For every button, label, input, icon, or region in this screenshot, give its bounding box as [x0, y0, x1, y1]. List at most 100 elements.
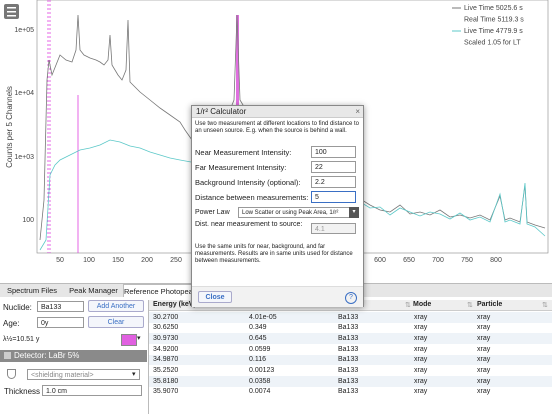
column-header[interactable]: Particle: [477, 301, 503, 308]
photopeak-table: Energy (keV) ⇅ Mode ⇅ Particle ⇅ 30.2700 4.01e-…: [148, 300, 552, 414]
tab[interactable]: Spectrum Files: [6, 286, 57, 295]
table-cell: 35.9070: [153, 388, 179, 396]
menu-icon[interactable]: [4, 4, 19, 19]
field-label: Far Measurement Intensity:: [195, 163, 287, 172]
table-cell: 0.00123: [249, 367, 275, 374]
dialog-close-x[interactable]: ×: [355, 107, 360, 116]
x-tick-label: 100: [83, 257, 95, 264]
shield-icon: [7, 369, 16, 379]
y-axis-label: Counts per 5 Channels: [5, 86, 14, 168]
nuclide-input[interactable]: Ba133: [37, 301, 84, 312]
table-cell: 35.8180: [153, 377, 179, 385]
detector-icon: [4, 352, 11, 359]
inverse-square-dialog: 1/r² Calculator × Use two measurement at…: [191, 105, 364, 307]
column-header[interactable]: Energy (keV): [153, 301, 196, 308]
thickness-label: Thickness: [4, 387, 41, 396]
table-cell: xray: [414, 324, 428, 332]
table-cell: xray: [477, 388, 491, 396]
table-cell: 0.116: [249, 356, 266, 364]
table-cell: xray: [477, 356, 491, 364]
table-row[interactable]: [149, 354, 552, 366]
x-tick-label: 700: [432, 257, 444, 264]
close-button[interactable]: Close: [198, 291, 232, 303]
table-row[interactable]: [149, 365, 552, 377]
nuclide-label: Nuclide:: [3, 303, 32, 312]
dialog-note: Use the same units for near, background,…: [195, 244, 353, 264]
color-dropdown[interactable]: ▾: [137, 335, 141, 342]
field-input[interactable]: 5: [311, 191, 356, 203]
sort-icon: ⇅: [542, 302, 548, 309]
table-cell: 0.0358: [249, 377, 271, 385]
shielding-select[interactable]: <shielding material>: [27, 369, 140, 380]
table-cell: Ba133: [338, 334, 359, 342]
y-tick-label: 1e+05: [14, 27, 34, 34]
table-cell: xray: [414, 367, 428, 374]
table-cell: xray: [477, 367, 491, 374]
dialog-title: 1/r² Calculator: [192, 106, 363, 118]
table-cell: xray: [477, 334, 491, 342]
peak-highlight: [236, 15, 239, 110]
x-tick-label: 50: [56, 257, 64, 264]
color-picker[interactable]: [121, 334, 137, 346]
x-tick-label: 250: [170, 257, 182, 264]
table-cell: xray: [414, 345, 428, 353]
table-cell: xray: [414, 334, 428, 342]
table-cell: xray: [414, 313, 428, 321]
x-tick-label: 600: [374, 257, 386, 264]
sort-icon: ⇅: [405, 302, 411, 309]
table-row[interactable]: [149, 344, 552, 355]
legend-entry: Live Time 4779.9 s: [464, 28, 523, 35]
table-cell: 30.2700: [153, 313, 179, 321]
select-arrow: ▾: [349, 207, 359, 218]
field-label: Distance between measurements:: [195, 193, 309, 202]
table-cell: Ba133: [338, 388, 359, 396]
table-cell: xray: [414, 388, 428, 396]
thickness-input[interactable]: 1.0 cm: [42, 385, 142, 396]
table-row[interactable]: [149, 333, 552, 345]
y-tick-label: 1e+04: [14, 90, 34, 97]
table-cell: Ba133: [338, 345, 359, 353]
table-cell: 34.9870: [153, 356, 179, 364]
table-cell: 30.6250: [153, 324, 179, 332]
x-tick-label: 650: [403, 257, 415, 264]
x-tick-label: 750: [461, 257, 473, 264]
x-tick-label: 150: [112, 257, 124, 264]
dialog-footer: [192, 286, 363, 307]
field-input[interactable]: 22: [311, 161, 356, 173]
table-cell: Ba133: [338, 367, 359, 374]
tab[interactable]: Reference Photopeaks: [123, 284, 198, 297]
x-tick-label: 800: [490, 257, 502, 264]
table-row[interactable]: [149, 376, 552, 387]
table-cell: xray: [414, 377, 428, 385]
table-cell: xray: [414, 356, 428, 364]
field-input[interactable]: 2.2: [311, 176, 356, 188]
table-cell: xray: [477, 324, 491, 332]
legend-entry: Real Time 5119.3 s: [464, 16, 524, 23]
y-tick-label: 1e+03: [14, 154, 34, 161]
table-cell: xray: [477, 313, 491, 321]
table-cell: 0.0074: [249, 388, 271, 396]
table-cell: 0.645: [249, 334, 267, 342]
table-cell: Ba133: [338, 377, 359, 385]
table-row[interactable]: [149, 312, 552, 323]
clear-button[interactable]: Clear: [88, 316, 144, 328]
table-cell: xray: [477, 377, 491, 385]
table-cell: 30.9730: [153, 334, 179, 342]
table-row[interactable]: [149, 386, 552, 398]
tab[interactable]: Peak Manager: [69, 286, 118, 295]
legend-entry: Live Time 5025.6 s: [464, 5, 523, 12]
table-cell: Ba133: [338, 324, 359, 332]
detector-bar[interactable]: Detector: LaBr 5%: [0, 350, 147, 362]
column-header[interactable]: Mode: [413, 301, 432, 308]
age-input[interactable]: 0y: [37, 317, 84, 328]
x-tick-label: 200: [141, 257, 153, 264]
field-input[interactable]: 100: [311, 146, 356, 158]
table-row[interactable]: [149, 322, 552, 334]
help-button[interactable]: ?: [345, 292, 357, 304]
result-output: 4.1: [311, 223, 356, 234]
power-law-select[interactable]: Low Scatter or using Peak Area, 1/r²: [238, 207, 359, 218]
add-another-button[interactable]: Add Another: [88, 300, 144, 312]
result-label: Dist. near measurement to source:: [195, 221, 303, 228]
table-cell: 0.0599: [249, 345, 271, 353]
